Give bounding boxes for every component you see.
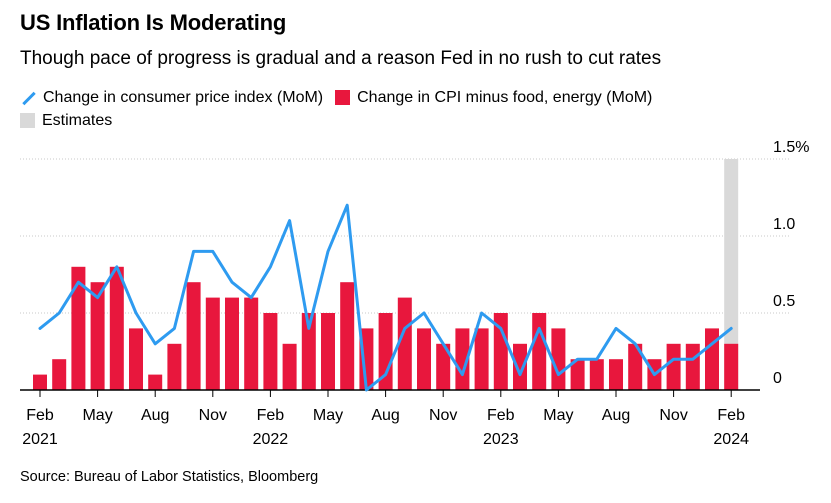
bar-core-cpi <box>148 374 163 390</box>
y-tick-label: 1.5% <box>773 139 809 156</box>
bar-core-cpi <box>340 282 355 390</box>
y-tick-label: 0 <box>773 370 782 387</box>
chart-legend: Change in consumer price index (MoM) Cha… <box>20 86 810 132</box>
bar-core-cpi <box>52 359 67 390</box>
chart-title: US Inflation Is Moderating <box>20 10 287 35</box>
bar-core-cpi <box>628 343 643 390</box>
bar-core-cpi <box>301 313 316 390</box>
x-tick-label: Feb <box>26 407 54 424</box>
bar-core-cpi <box>397 297 412 390</box>
bar-core-cpi <box>225 297 239 390</box>
legend-row-1: Change in consumer price index (MoM) Cha… <box>20 86 810 109</box>
bar-core-cpi <box>90 282 105 390</box>
y-tick-label: 0.5 <box>773 293 795 310</box>
x-tick-label: Nov <box>199 407 227 424</box>
bar-core-cpi <box>129 328 143 390</box>
bar-core-cpi <box>685 343 700 390</box>
bar-core-cpi <box>551 328 566 390</box>
x-tick-label: Feb <box>717 407 745 424</box>
legend-estimate-swatch <box>20 113 35 128</box>
bar-core-cpi <box>33 374 47 390</box>
x-tick-year-label: 2022 <box>253 431 289 448</box>
x-tick-label: May <box>82 407 112 424</box>
bar-core-cpi <box>244 297 259 390</box>
legend-bar-swatch <box>335 90 351 105</box>
x-tick-label: May <box>313 407 343 424</box>
bar-core-cpi <box>282 343 297 390</box>
bar-core-cpi <box>205 297 220 390</box>
bar-core-cpi <box>589 359 604 390</box>
bar-core-cpi <box>71 266 86 390</box>
bar-core-cpi <box>724 343 739 390</box>
bar-core-cpi <box>321 313 335 390</box>
legend-label-core-cpi: Change in CPI minus food, energy (MoM) <box>357 88 653 106</box>
bar-core-cpi <box>493 313 508 390</box>
bar-core-cpi <box>570 359 585 390</box>
x-tick-year-label: 2023 <box>483 431 519 448</box>
bar-core-cpi <box>474 328 489 390</box>
bar-core-cpi <box>109 266 124 390</box>
legend-label-cpi: Change in consumer price index (MoM) <box>43 88 324 106</box>
x-tick-label: Nov <box>659 407 687 424</box>
legend-item-estimates: Estimates <box>20 112 112 130</box>
chart-subtitle: Though pace of progress is gradual and a… <box>20 48 662 69</box>
bar-core-cpi <box>532 313 547 390</box>
bar-core-cpi <box>436 343 451 390</box>
source-note: Source: Bureau of Labor Statistics, Bloo… <box>20 469 319 485</box>
legend-row-2: Estimates <box>20 109 810 132</box>
bar-core-cpi <box>417 328 431 390</box>
x-tick-label: Aug <box>141 407 169 424</box>
bar-core-cpi <box>263 313 278 390</box>
x-tick-label: Aug <box>371 407 399 424</box>
legend-item-core-cpi: Change in CPI minus food, energy (MoM) <box>335 89 652 107</box>
x-tick-label: Nov <box>429 407 457 424</box>
bar-core-cpi <box>455 328 470 390</box>
x-tick-year-label: 2021 <box>22 431 58 448</box>
bar-core-cpi <box>167 343 182 390</box>
bar-core-cpi <box>513 343 527 390</box>
legend-item-cpi: Change in consumer price index (MoM) <box>20 89 323 107</box>
legend-label-estimates: Estimates <box>42 111 113 129</box>
x-tick-label: May <box>543 407 573 424</box>
x-tick-label: Feb <box>487 407 515 424</box>
bar-core-cpi <box>609 359 623 390</box>
bar-core-cpi <box>666 343 681 390</box>
x-tick-label: Feb <box>257 407 285 424</box>
bar-core-cpi <box>186 282 201 390</box>
bar-core-cpi <box>378 313 393 390</box>
bar-core-cpi <box>705 328 719 390</box>
y-tick-label: 1.0 <box>773 216 795 233</box>
x-tick-label: Aug <box>602 407 630 424</box>
x-tick-year-label: 2024 <box>713 431 749 448</box>
